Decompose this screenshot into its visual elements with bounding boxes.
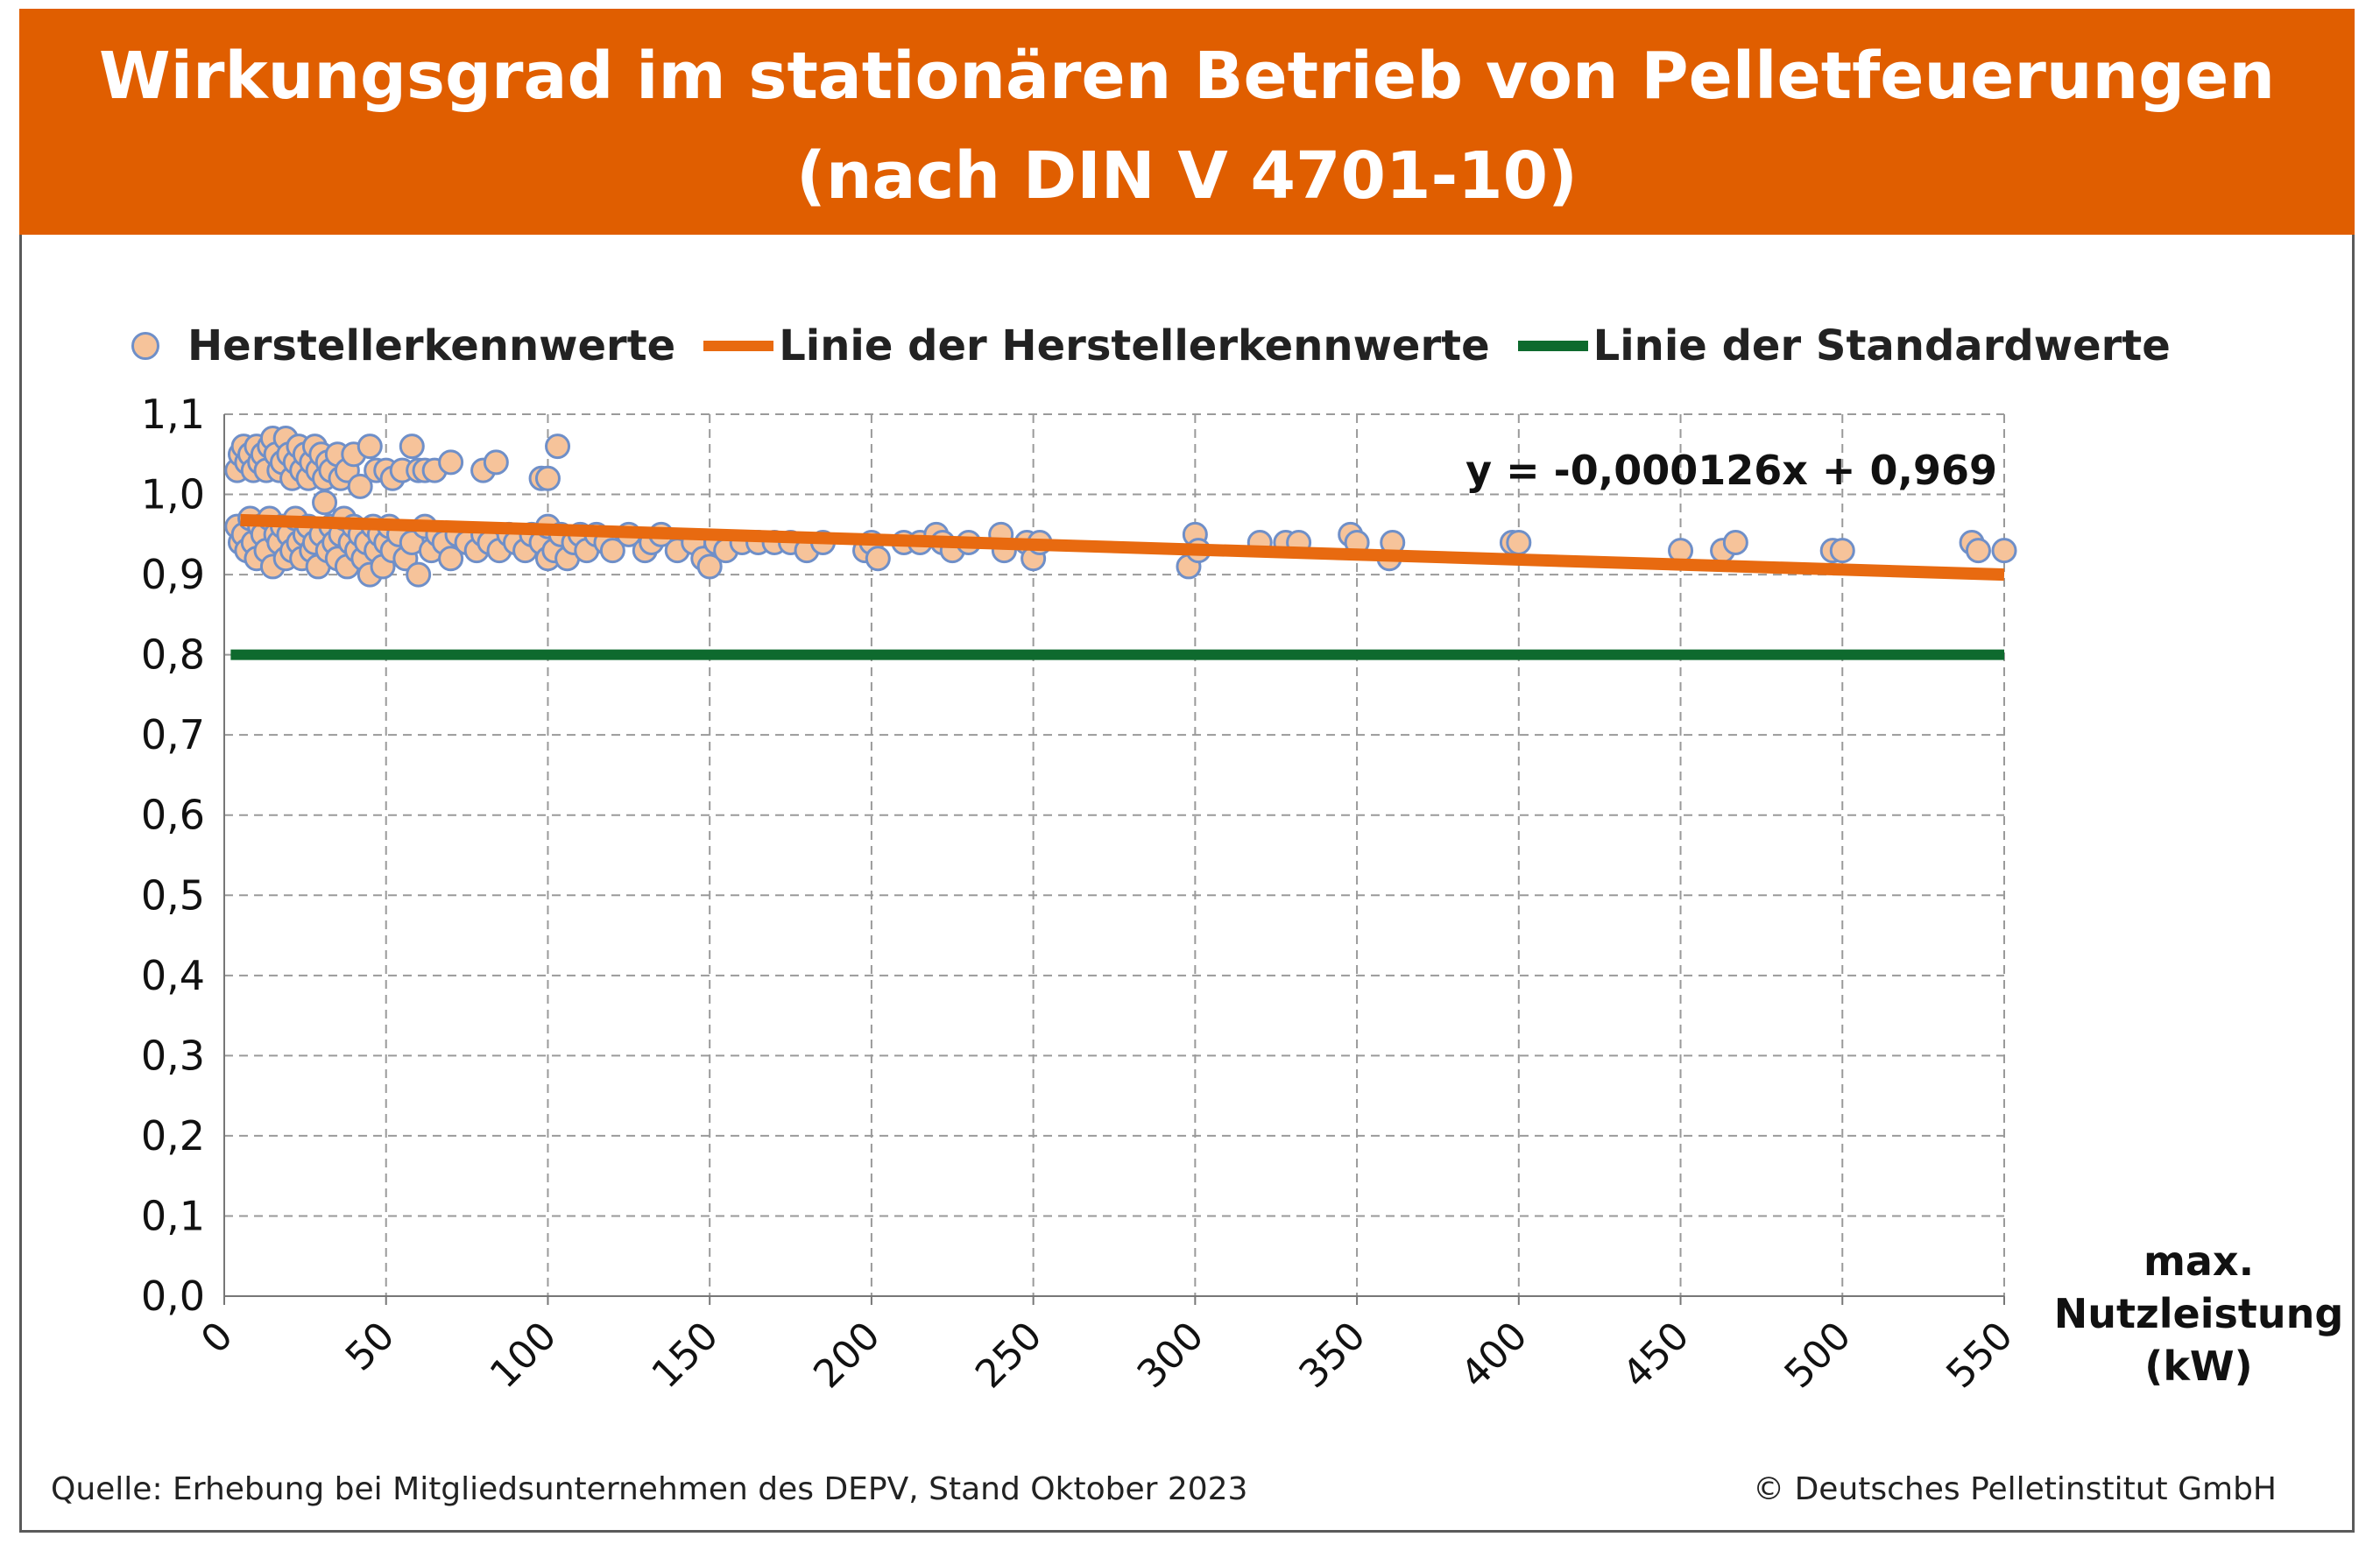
data-point [865,546,891,572]
data-point [438,449,464,476]
y-tick-label: 0,4 [141,952,205,999]
x-tick-label: 500 [1776,1314,1860,1397]
trend-line [240,513,2005,582]
chart-frame [19,9,2355,1533]
data-point [1965,538,1991,564]
x-tick-label: 200 [805,1314,888,1397]
legend-label-linie-standardwerte: Linie der Standardwerte [1593,321,2171,370]
x-tick-label: 50 [337,1314,404,1380]
y-tick-label: 0,6 [141,792,205,839]
legend-line-orange-icon [703,341,774,351]
data-point [1991,538,2017,564]
grid-lines [224,413,2005,1296]
x-axis-label-line-2: Nutzleistung [2053,1290,2344,1337]
source-note: Quelle: Erhebung bei Mitgliedsunternehme… [51,1471,1248,1507]
x-tick-label: 450 [1614,1314,1698,1397]
y-tick-label: 1,1 [141,391,205,438]
legend-item-herstellerkennwerte: Herstellerkennwerte [131,321,675,370]
legend-label-herstellerkennwerte: Herstellerkennwerte [187,321,676,370]
y-tick-label: 0,1 [141,1192,205,1239]
data-point [483,449,509,476]
x-tick-label: 350 [1290,1314,1374,1397]
legend-item-linie-herstellerkennwerte: Linie der Herstellerkennwerte [703,321,1490,370]
data-point [696,553,723,580]
data-point [399,434,425,460]
chart-title-line-1: Wirkungsgrad im stationären Betrieb von … [98,39,2276,114]
legend-line-green-icon [1517,341,1588,351]
legend-item-linie-standardwerte: Linie der Standardwerte [1517,321,2171,370]
x-tick-label: 550 [1938,1314,2021,1397]
y-tick-label: 0,7 [141,711,205,758]
title-banner: Wirkungsgrad im stationären Betrieb von … [19,9,2355,235]
y-tick-label: 0,9 [141,551,205,598]
axes [223,414,2005,1305]
chart-title-line-2: (nach DIN V 4701-10) [796,138,1578,214]
y-tick-label: 0,2 [141,1112,205,1160]
data-point [347,473,373,499]
data-point [599,538,625,564]
data-point [545,434,571,460]
data-point [1506,529,1532,555]
x-tick-label: 100 [482,1314,565,1397]
trend-equation: y = -0,000126x + 0,969 [1465,447,1997,494]
x-tick-labels: 0 50 100 150 200 250 300 350 400 450 500 550 [193,1314,2022,1397]
data-point [534,465,561,491]
x-tick-label: 400 [1452,1314,1536,1397]
y-tick-label: 1,0 [141,471,205,518]
data-point [1829,538,1855,564]
data-point [406,561,432,588]
x-tick-label: 250 [967,1314,1050,1397]
legend-label-linie-herstellerkennwerte: Linie der Herstellerkennwerte [779,321,1490,370]
x-axis-label-line-1: max. [2143,1237,2255,1285]
x-axis-label-line-3: (kW) [2144,1343,2253,1390]
y-tick-labels: 0,0 0,1 0,2 0,3 0,4 0,5 0,6 0,7 0,8 0,9 1,0 1,1 [141,391,205,1320]
x-tick-label: 300 [1129,1314,1212,1397]
x-tick-label: 0 [193,1314,242,1363]
y-tick-label: 0,0 [141,1273,205,1320]
series-lines [230,513,2005,660]
data-point [357,434,383,460]
y-tick-label: 0,5 [141,871,205,919]
x-axis-label: max. Nutzleistung (kW) [2015,1235,2380,1392]
x-tick-label: 150 [644,1314,727,1397]
data-point [312,490,338,516]
y-tick-label: 0,3 [141,1032,205,1079]
data-point [438,546,464,572]
legend-marker-circle-icon [131,332,159,360]
y-tick-label: 0,8 [141,631,205,679]
legend: Herstellerkennwerte Linie der Hersteller… [131,315,2199,377]
data-point [1722,529,1748,555]
copyright-note: © Deutsches Pelletinstitut GmbH [1753,1471,2277,1507]
